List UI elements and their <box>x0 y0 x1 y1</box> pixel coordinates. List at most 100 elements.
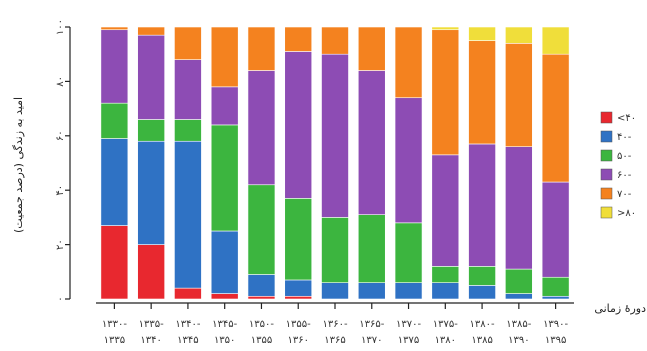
legend-swatch <box>600 111 613 124</box>
legend-swatch <box>600 168 613 181</box>
y-tick-label: ۲۰ <box>55 239 66 250</box>
bar-segment <box>174 59 202 120</box>
bar-stack <box>321 26 349 300</box>
x-tick-label: ۱۳۸۵ <box>471 335 492 346</box>
x-axis-label: دورهٔ زمانی <box>594 302 646 315</box>
x-tick-label: ۱۳۸۰- <box>470 319 495 330</box>
bar-segment <box>210 230 239 294</box>
bar-stack <box>174 26 202 300</box>
legend-swatch <box>600 130 613 143</box>
bar-segment <box>468 285 496 300</box>
bar-stack <box>137 26 165 300</box>
bar-segment <box>505 146 533 270</box>
bar-segment <box>210 124 239 232</box>
x-tick-label: ۱۳۳۵ <box>104 335 125 346</box>
bar-segment <box>541 181 570 278</box>
bar-segment <box>321 282 349 300</box>
bar-segment <box>100 138 129 226</box>
bar-stack <box>210 26 239 300</box>
bar-stack <box>394 26 423 300</box>
bars <box>100 26 570 300</box>
bar-segment <box>284 51 313 199</box>
x-tick-label: ۱۳۵۰ <box>214 335 235 346</box>
bar-segment <box>431 154 460 267</box>
bar-segment <box>541 276 570 297</box>
bar-segment <box>468 26 496 41</box>
bar-segment <box>394 26 423 99</box>
bar-segment <box>468 143 496 267</box>
bar-stack <box>541 26 570 300</box>
bar-segment <box>357 282 386 300</box>
legend-label: <۴۰ <box>617 113 636 124</box>
bar-segment <box>431 282 460 300</box>
bar-segment <box>174 26 202 60</box>
bar-segment <box>321 53 349 218</box>
x-tick-label: ۱۳۷۰- <box>396 319 421 330</box>
bar-segment <box>541 53 570 183</box>
bar-segment <box>174 287 202 300</box>
bar-segment <box>137 26 165 36</box>
bar-segment <box>394 282 423 300</box>
x-tick-label: ۱۳۹۰ <box>508 335 529 346</box>
y-tick-label: ۸۰ <box>55 76 66 87</box>
legend-item: ۵۰- <box>600 149 632 162</box>
legend-item: ۷۰- <box>600 187 632 200</box>
x-tick-label: ۱۳۷۰ <box>361 335 382 346</box>
x-tick-label: ۱۳۴۵ <box>177 335 198 346</box>
bar-segment <box>284 26 313 52</box>
bar-segment <box>284 198 313 281</box>
bar-segment <box>357 214 386 283</box>
bar-stack <box>357 26 386 300</box>
bar-stack <box>468 26 496 300</box>
legend-swatch <box>600 149 613 162</box>
y-tick-label: ۴۰ <box>55 185 66 196</box>
bar-segment <box>284 295 313 300</box>
bar-segment <box>247 70 276 186</box>
y-axis: ۰ ۲۰ ۴۰ ۶۰ ۸۰ ۱۰۰ <box>55 19 71 302</box>
bar-segment <box>505 293 533 300</box>
legend-label: >۸۰ <box>617 208 636 219</box>
x-tick-label: ۱۳۵۰- <box>249 319 274 330</box>
legend-label: ۶۰- <box>617 170 632 181</box>
y-tick-label: ۰ <box>55 296 66 301</box>
legend: <۴۰ ۴۰- ۵۰- ۶۰- ۷۰- >۸۰ <box>600 111 636 219</box>
bar-segment <box>541 295 570 300</box>
bar-stack <box>284 26 313 300</box>
bar-segment <box>394 222 423 283</box>
bar-segment <box>431 266 460 283</box>
y-axis-label: امید به زندگی (درصد جمعیت) <box>12 97 25 233</box>
x-tick-label: ۱۳۳۵- <box>139 319 164 330</box>
x-tick-label: ۱۳۶۰- <box>322 319 347 330</box>
x-tick-label: ۱۳۶۵- <box>359 319 384 330</box>
bar-segment <box>137 34 165 120</box>
x-tick-label: ۱۳۵۵- <box>286 319 311 330</box>
bar-segment <box>357 26 386 71</box>
x-tick-label: ۱۳۶۵ <box>324 335 345 346</box>
bar-segment <box>100 102 129 139</box>
x-tick-label: ۱۳۴۵- <box>212 319 237 330</box>
bar-segment <box>210 293 239 300</box>
legend-item: ۶۰- <box>600 168 632 181</box>
x-tick-label: ۱۳۶۰ <box>287 335 308 346</box>
legend-label: ۴۰- <box>617 132 632 143</box>
bar-stack <box>247 26 276 300</box>
x-tick-label: ۱۳۳۰- <box>102 319 127 330</box>
bar-segment <box>541 26 570 55</box>
bar-segment <box>505 268 533 294</box>
x-tick-label: ۱۳۸۵- <box>506 319 531 330</box>
bar-segment <box>137 244 165 300</box>
legend-item: ۴۰- <box>600 130 632 143</box>
legend-swatch <box>600 187 613 200</box>
x-tick-label: ۱۳۹۰- <box>543 319 568 330</box>
x-tick-label: ۱۳۹۵ <box>545 335 566 346</box>
x-tick-label: ۱۳۸۰ <box>435 335 456 346</box>
bar-segment <box>431 29 460 156</box>
bar-segment <box>210 86 239 126</box>
legend-item: <۴۰ <box>600 111 636 124</box>
bar-segment <box>100 26 129 31</box>
bar-segment <box>468 40 496 145</box>
bar-segment <box>321 26 349 55</box>
bar-segment <box>431 26 460 31</box>
legend-swatch <box>600 206 613 219</box>
bar-segment <box>210 26 239 88</box>
